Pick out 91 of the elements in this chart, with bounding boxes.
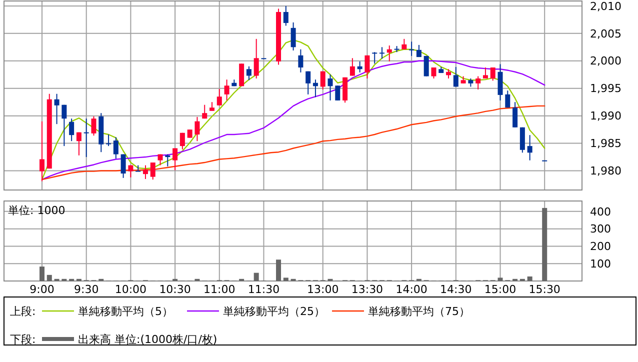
candlestick <box>446 68 452 79</box>
candlestick <box>490 66 496 82</box>
y-tick-label: 1,980 <box>590 164 622 178</box>
candlestick <box>320 70 326 90</box>
candlestick <box>424 55 429 77</box>
candlestick <box>62 104 67 147</box>
candlestick <box>136 164 141 172</box>
x-tick-label: 14:30 <box>440 283 472 296</box>
candlestick <box>165 154 170 167</box>
y-tick-label: 400 <box>590 205 611 218</box>
x-tick-label: 10:30 <box>159 283 191 296</box>
candlestick <box>505 90 510 108</box>
y-tick-label: 1,995 <box>590 82 622 96</box>
bar <box>527 276 532 281</box>
bar <box>46 274 52 281</box>
annotation: 単位: 1000 <box>8 204 66 217</box>
candlestick <box>512 102 518 128</box>
legend-label: 単純移動平均（75） <box>368 304 470 318</box>
candlestick <box>246 66 252 81</box>
bar <box>40 266 44 281</box>
candlestick <box>527 134 532 161</box>
candlestick <box>520 126 525 154</box>
bar <box>254 272 259 281</box>
candlestick <box>54 93 60 125</box>
bar <box>276 260 282 281</box>
candlestick <box>283 5 288 26</box>
candlestick <box>202 104 208 120</box>
x-tick-label: 14:00 <box>396 283 428 296</box>
legend-label: 出来高 単位:(1000株/口/枚) <box>78 332 218 346</box>
candlestick <box>298 48 304 73</box>
candlestick <box>172 148 178 171</box>
candlestick <box>180 132 185 150</box>
candlestick <box>306 70 311 95</box>
candlestick <box>409 41 414 56</box>
candlestick <box>40 120 44 182</box>
candlestick <box>482 66 488 79</box>
bar <box>542 208 548 281</box>
x-tick-label: 15:30 <box>528 283 560 296</box>
candlestick <box>350 58 355 76</box>
legend-label: 単純移動平均（25） <box>223 304 325 318</box>
candlestick <box>335 85 340 101</box>
y-tick-label: 300 <box>590 222 611 236</box>
candlestick <box>120 154 126 178</box>
candlestick <box>224 79 230 101</box>
candlestick <box>312 79 318 98</box>
candlestick <box>106 134 112 147</box>
candlestick <box>254 38 259 79</box>
candlestick <box>372 52 378 64</box>
y-tick-label: 200 <box>590 240 611 254</box>
candlestick <box>91 116 96 136</box>
y-tick-label: 2,005 <box>590 27 622 40</box>
candlestick <box>84 118 89 158</box>
candlestick <box>357 60 362 73</box>
candlestick <box>150 162 156 180</box>
candlestick <box>113 136 118 160</box>
y-tick-label: 100 <box>590 257 611 270</box>
x-tick-label: 11:30 <box>248 283 280 296</box>
candlestick <box>498 64 503 101</box>
candlestick <box>128 164 134 178</box>
candlestick <box>364 54 370 79</box>
candlestick <box>76 132 82 156</box>
candlestick <box>290 22 296 51</box>
y-tick-label: 2,000 <box>590 54 622 68</box>
candlestick <box>216 88 222 106</box>
candlestick <box>69 118 74 142</box>
bar <box>498 278 503 281</box>
candlestick <box>239 63 244 87</box>
candlestick <box>142 164 148 180</box>
y-tick-label: 1,985 <box>590 137 622 150</box>
candlestick <box>386 45 392 62</box>
y-tick-label: 1,990 <box>590 110 622 123</box>
x-tick-label: 13:00 <box>307 283 339 296</box>
candlestick <box>379 46 384 60</box>
candlestick <box>328 74 333 101</box>
x-tick-label: 10:00 <box>114 283 147 296</box>
candlestick <box>342 76 348 104</box>
legend-title: 下段: <box>10 332 36 346</box>
candlestick <box>194 116 200 142</box>
candlestick <box>476 76 481 90</box>
x-tick-label: 15:00 <box>484 283 516 296</box>
candlestick <box>402 38 407 50</box>
candlestick <box>453 66 458 88</box>
x-tick-label: 9:00 <box>30 283 54 296</box>
legend-label: 単純移動平均（5） <box>78 304 173 318</box>
candlestick <box>416 44 422 58</box>
legend-title: 上段: <box>10 304 36 318</box>
x-tick-label: 11:00 <box>204 283 236 296</box>
y-tick-label: 2,010 <box>590 0 622 13</box>
bar <box>283 278 288 281</box>
x-tick-label: 9:30 <box>74 283 99 296</box>
x-tick-label: 13:30 <box>351 283 384 296</box>
